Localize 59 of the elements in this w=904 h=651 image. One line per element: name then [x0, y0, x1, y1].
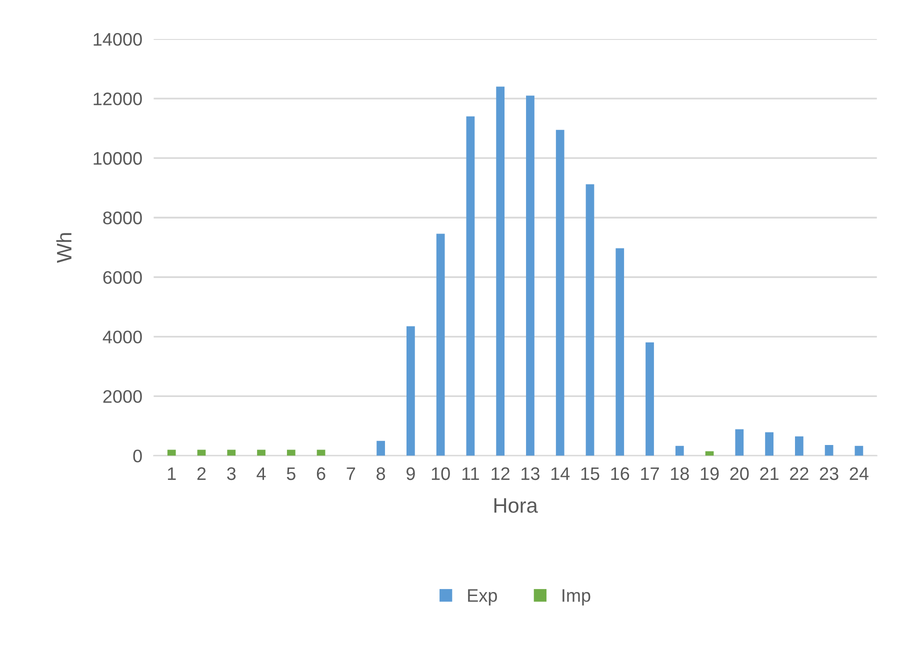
x-tick-label: 14 [551, 467, 570, 480]
bar [406, 326, 415, 456]
x-tick-label: 20 [730, 467, 749, 480]
bar [824, 444, 834, 456]
bar [257, 450, 266, 456]
bar [646, 342, 654, 456]
y-tick-label: 6000 [103, 271, 142, 284]
bar [556, 130, 564, 456]
bar [794, 436, 804, 456]
y-tick-label: 2000 [103, 390, 142, 403]
x-tick-label: 3 [227, 467, 236, 480]
bar [854, 446, 864, 456]
bar [376, 440, 385, 456]
bar [286, 450, 296, 456]
x-tick-label: 17 [641, 467, 659, 480]
y-axis-title: Wh [56, 233, 72, 263]
x-tick-label: 23 [820, 467, 838, 480]
x-tick-label: 10 [432, 467, 450, 480]
x-tick-label: 19 [700, 467, 719, 480]
x-tick-label: 1 [168, 467, 176, 480]
x-tick-label: 15 [581, 467, 600, 480]
bar [735, 429, 744, 456]
bar [197, 450, 206, 456]
x-tick-label: 16 [611, 467, 630, 480]
x-tick-label: 11 [462, 467, 479, 480]
y-tick-label: 10000 [94, 152, 142, 165]
bar [586, 184, 594, 456]
x-tick-label: 5 [286, 467, 296, 480]
bar [616, 248, 624, 456]
legend-label: Exp [468, 589, 497, 606]
x-tick-label: 12 [492, 467, 510, 480]
x-tick-label: 6 [316, 467, 326, 480]
x-tick-label: 7 [346, 467, 356, 480]
bar [316, 450, 326, 456]
x-tick-label: 2 [197, 467, 206, 480]
y-tick-label: 14000 [94, 32, 142, 46]
x-tick-label: 8 [376, 467, 386, 480]
bar [167, 450, 176, 456]
bar [765, 432, 774, 456]
y-tick-label: 4000 [102, 330, 142, 344]
y-tick-label: 8000 [103, 212, 142, 224]
bar [466, 116, 475, 456]
x-tick-label: 18 [670, 467, 689, 480]
bar [496, 86, 505, 456]
x-tick-label: 24 [850, 467, 868, 480]
bar [705, 451, 714, 456]
x-tick-label: 4 [256, 467, 266, 480]
bar [526, 96, 534, 456]
y-tick-label: 0 [133, 450, 142, 462]
bar [436, 234, 445, 456]
x-tick-label: 9 [406, 467, 415, 480]
legend-label: Imp [562, 589, 590, 606]
bar [227, 450, 236, 456]
y-tick-label: 12000 [94, 92, 142, 106]
x-tick-label: 21 [760, 467, 778, 480]
x-axis-title: Hora [494, 498, 538, 513]
bar [675, 446, 684, 456]
x-tick-label: 22 [790, 467, 808, 480]
x-tick-label: 13 [522, 467, 540, 480]
